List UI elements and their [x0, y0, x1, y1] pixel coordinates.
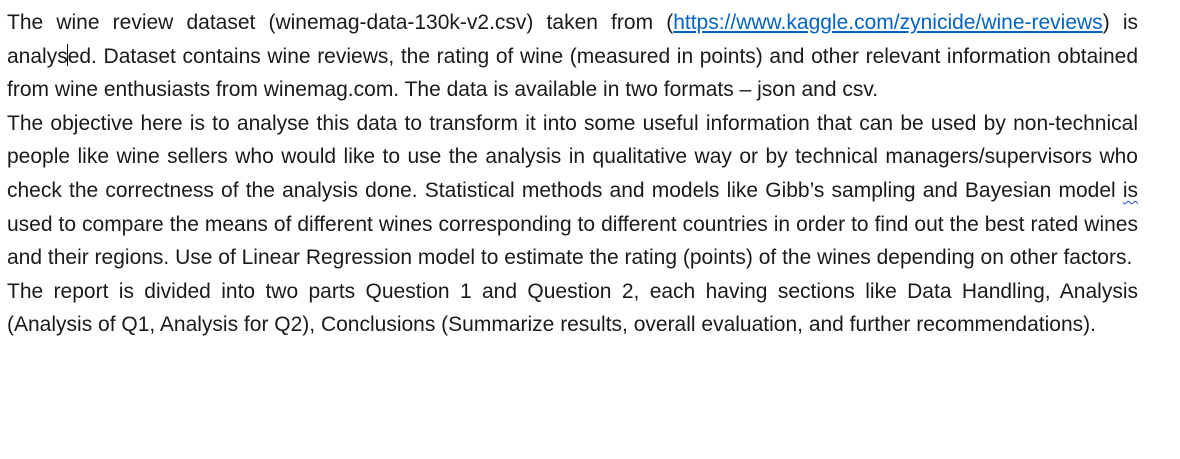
text-run: ) is analys — [7, 11, 1138, 68]
text-run: ed. Dataset contains wine reviews, the r… — [7, 44, 1138, 102]
text-cursor — [67, 43, 69, 66]
document-body[interactable]: The wine review dataset (winemag-data-13… — [7, 6, 1138, 342]
text-run: The wine review dataset (winemag-data-13… — [7, 11, 674, 34]
text-run: The report is divided into two parts Que… — [7, 279, 1138, 337]
text-run: The objective here is to analyse this da… — [7, 111, 1138, 202]
text-run: used to compare the means of different w… — [7, 212, 1138, 270]
paragraph-report-structure: The report is divided into two parts Que… — [7, 275, 1138, 342]
paragraph-dataset-intro: The wine review dataset (winemag-data-13… — [7, 6, 1138, 107]
paragraph-objective: The objective here is to analyse this da… — [7, 107, 1138, 275]
kaggle-link[interactable]: https://www.kaggle.com/zynicide/wine-rev… — [673, 11, 1103, 34]
grammar-flag-word[interactable]: is — [1122, 178, 1138, 202]
